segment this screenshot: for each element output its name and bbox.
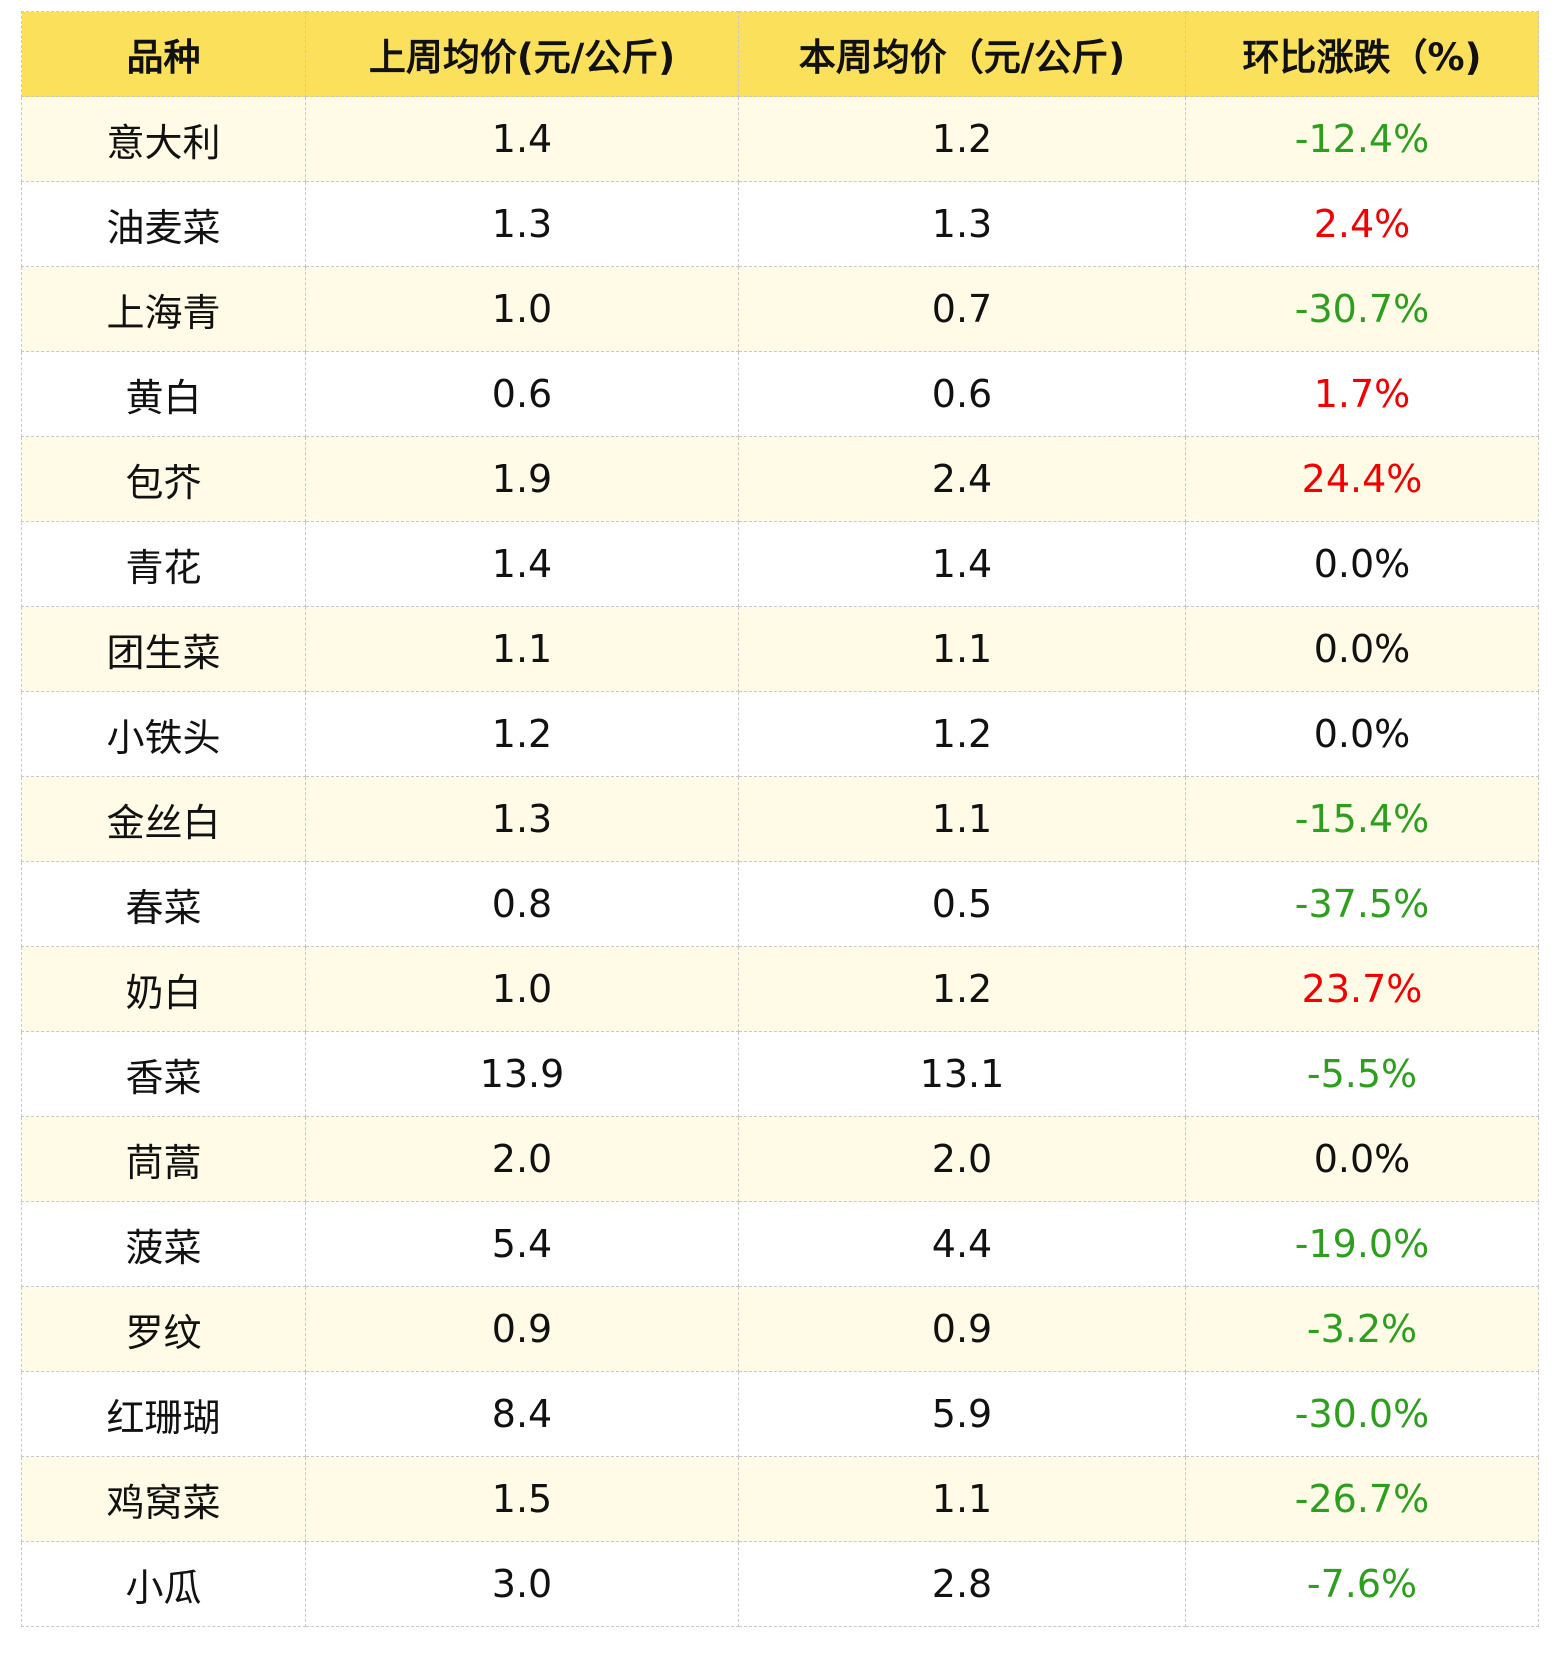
table-cell: 罗纹 xyxy=(21,1286,306,1372)
table-row: 小瓜 3.0 2.8 -7.6% xyxy=(21,1541,1539,1627)
table-row: 包芥 1.9 2.4 24.4% xyxy=(21,436,1539,522)
table-cell: 2.4 xyxy=(738,436,1186,522)
table-row: 春菜 0.8 0.5 -37.5% xyxy=(21,861,1539,947)
table-cell: 0.0% xyxy=(1185,1116,1539,1202)
table-cell: 13.1 xyxy=(738,1031,1186,1117)
table-cell: 1.4 xyxy=(305,96,739,182)
table-cell: 1.2 xyxy=(738,946,1186,1032)
table-cell: 小瓜 xyxy=(21,1541,306,1627)
table-cell: -5.5% xyxy=(1185,1031,1539,1117)
table-cell: 8.4 xyxy=(305,1371,739,1457)
table-row: 红珊瑚 8.4 5.9 -30.0% xyxy=(21,1371,1539,1457)
table-cell: -15.4% xyxy=(1185,776,1539,862)
table-cell: 1.4 xyxy=(305,521,739,607)
table-cell: -37.5% xyxy=(1185,861,1539,947)
table-row: 团生菜 1.1 1.1 0.0% xyxy=(21,606,1539,692)
table-cell: 1.3 xyxy=(305,776,739,862)
header-row: 品种 上周均价(元/公斤) 本周均价（元/公斤) 环比涨跌（%) xyxy=(21,11,1539,97)
table-cell: 1.0 xyxy=(305,946,739,1032)
table-cell: 2.8 xyxy=(738,1541,1186,1627)
table-cell: 奶白 xyxy=(21,946,306,1032)
table-cell: 菠菜 xyxy=(21,1201,306,1287)
table-cell: 1.3 xyxy=(738,181,1186,267)
table-cell: -19.0% xyxy=(1185,1201,1539,1287)
table-row: 小铁头 1.2 1.2 0.0% xyxy=(21,691,1539,777)
table-cell: 2.4% xyxy=(1185,181,1539,267)
table-cell: 5.4 xyxy=(305,1201,739,1287)
table-cell: 香菜 xyxy=(21,1031,306,1117)
table-cell: 黄白 xyxy=(21,351,306,437)
table-row: 油麦菜 1.3 1.3 2.4% xyxy=(21,181,1539,267)
table-cell: 意大利 xyxy=(21,96,306,182)
table-row: 青花 1.4 1.4 0.0% xyxy=(21,521,1539,607)
table-cell: 0.9 xyxy=(305,1286,739,1372)
table-cell: 1.2 xyxy=(738,691,1186,777)
table-cell: 上海青 xyxy=(21,266,306,352)
table-cell: 3.0 xyxy=(305,1541,739,1627)
table-cell: 0.6 xyxy=(305,351,739,437)
header-cell: 本周均价（元/公斤) xyxy=(738,11,1186,97)
table-cell: 0.0% xyxy=(1185,606,1539,692)
table-cell: -30.0% xyxy=(1185,1371,1539,1457)
table-row: 罗纹 0.9 0.9 -3.2% xyxy=(21,1286,1539,1372)
table-cell: 24.4% xyxy=(1185,436,1539,522)
table-row: 黄白 0.6 0.6 1.7% xyxy=(21,351,1539,437)
table-row: 意大利 1.4 1.2 -12.4% xyxy=(21,96,1539,182)
table-cell: -7.6% xyxy=(1185,1541,1539,1627)
table-cell: 0.6 xyxy=(738,351,1186,437)
table-cell: 1.4 xyxy=(738,521,1186,607)
table-cell: -26.7% xyxy=(1185,1456,1539,1542)
table-row: 菠菜 5.4 4.4 -19.0% xyxy=(21,1201,1539,1287)
table-cell: 1.1 xyxy=(305,606,739,692)
table-cell: 5.9 xyxy=(738,1371,1186,1457)
table-cell: 青花 xyxy=(21,521,306,607)
table-cell: 0.7 xyxy=(738,266,1186,352)
table-cell: 0.5 xyxy=(738,861,1186,947)
table-cell: -12.4% xyxy=(1185,96,1539,182)
table-cell: 1.5 xyxy=(305,1456,739,1542)
table-cell: 金丝白 xyxy=(21,776,306,862)
table-cell: 1.7% xyxy=(1185,351,1539,437)
table-cell: 1.2 xyxy=(305,691,739,777)
table-cell: 茼蒿 xyxy=(21,1116,306,1202)
table-row: 奶白 1.0 1.2 23.7% xyxy=(21,946,1539,1032)
table-cell: 0.8 xyxy=(305,861,739,947)
table-cell: 1.0 xyxy=(305,266,739,352)
table-cell: 2.0 xyxy=(305,1116,739,1202)
table-cell: 0.0% xyxy=(1185,691,1539,777)
header-cell: 品种 xyxy=(21,11,306,97)
table-cell: 春菜 xyxy=(21,861,306,947)
table-cell: 1.9 xyxy=(305,436,739,522)
table-cell: 包芥 xyxy=(21,436,306,522)
table-cell: -3.2% xyxy=(1185,1286,1539,1372)
table-row: 鸡窝菜 1.5 1.1 -26.7% xyxy=(21,1456,1539,1542)
price-table: 品种 上周均价(元/公斤) 本周均价（元/公斤) 环比涨跌（%) 意大利 1.4 1.2-… xyxy=(21,11,1539,1627)
table-cell: 1.1 xyxy=(738,1456,1186,1542)
table-cell: 油麦菜 xyxy=(21,181,306,267)
table-cell: 1.1 xyxy=(738,776,1186,862)
table-cell: 2.0 xyxy=(738,1116,1186,1202)
table-row: 上海青 1.0 0.7 -30.7% xyxy=(21,266,1539,352)
table-cell: 红珊瑚 xyxy=(21,1371,306,1457)
table-cell: 0.9 xyxy=(738,1286,1186,1372)
table-cell: 1.3 xyxy=(305,181,739,267)
table-cell: -30.7% xyxy=(1185,266,1539,352)
table-row: 香菜 13.9 13.1 -5.5% xyxy=(21,1031,1539,1117)
table-cell: 13.9 xyxy=(305,1031,739,1117)
table-cell: 1.2 xyxy=(738,96,1186,182)
header-cell: 环比涨跌（%) xyxy=(1185,11,1539,97)
table-cell: 1.1 xyxy=(738,606,1186,692)
table-cell: 团生菜 xyxy=(21,606,306,692)
table-row: 茼蒿 2.0 2.0 0.0% xyxy=(21,1116,1539,1202)
table-cell: 23.7% xyxy=(1185,946,1539,1032)
table-cell: 0.0% xyxy=(1185,521,1539,607)
table-cell: 4.4 xyxy=(738,1201,1186,1287)
table-cell: 鸡窝菜 xyxy=(21,1456,306,1542)
header-cell: 上周均价(元/公斤) xyxy=(305,11,739,97)
table-cell: 小铁头 xyxy=(21,691,306,777)
table-row: 金丝白 1.3 1.1 -15.4% xyxy=(21,776,1539,862)
